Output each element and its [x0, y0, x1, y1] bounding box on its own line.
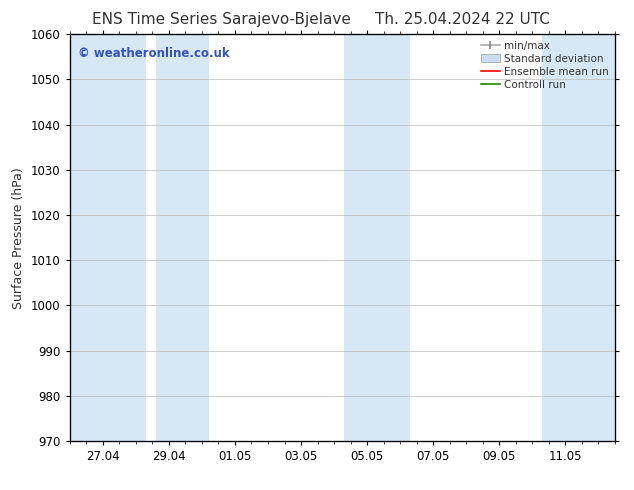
- Legend: min/max, Standard deviation, Ensemble mean run, Controll run: min/max, Standard deviation, Ensemble me…: [477, 36, 613, 94]
- Bar: [70, 34, 146, 441]
- Text: © weatheronline.co.uk: © weatheronline.co.uk: [78, 47, 230, 59]
- Bar: [344, 34, 410, 441]
- Bar: [542, 34, 615, 441]
- Y-axis label: Surface Pressure (hPa): Surface Pressure (hPa): [13, 167, 25, 309]
- Text: ENS Time Series Sarajevo-Bjelave: ENS Time Series Sarajevo-Bjelave: [93, 12, 351, 27]
- Bar: [156, 34, 209, 441]
- Text: Th. 25.04.2024 22 UTC: Th. 25.04.2024 22 UTC: [375, 12, 550, 27]
